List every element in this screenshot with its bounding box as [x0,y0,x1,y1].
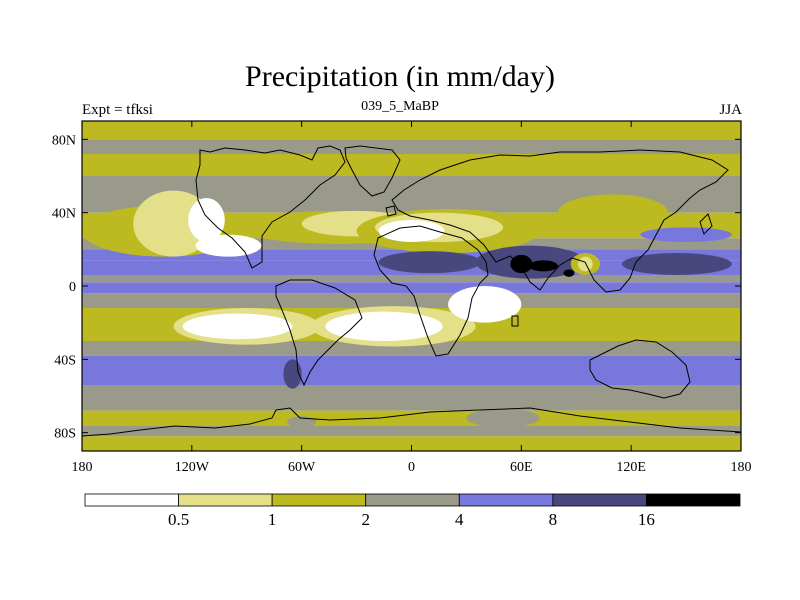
precip-band-1 [82,139,741,154]
colorbar: 0.5 1 2 4 8 16 [84,493,741,529]
colorbar-box-2 [271,493,367,507]
colorbar-label-2: 2 [361,510,370,529]
colorbar-label-3: 4 [455,510,464,529]
colorbar-label-1: 1 [268,510,277,529]
precip-band-10 [82,293,741,308]
precip-band-2 [82,154,741,176]
precip-region-22 [325,311,443,342]
precip-region-2 [188,198,225,242]
x-tick-label-5: 120E [616,460,646,475]
precip-region-23 [448,286,522,323]
experiment-label: Expt = tfksi [82,102,153,118]
coast-africa [373,225,489,357]
coast-antarctica [82,407,741,437]
coast-japan [699,213,713,235]
precip-region-16 [578,256,593,272]
colorbar-label-5: 16 [638,510,655,529]
map-fill-layer [82,121,741,451]
x-tick-label-6: 180 [731,460,752,475]
colorbar-box-4 [458,493,554,507]
precip-band-9 [82,282,741,294]
precip-region-8 [378,220,445,242]
y-tick-label-4: 80S [54,427,76,442]
x-tick-label-0: 180 [72,460,93,475]
x-tick-label-3: 0 [408,460,415,475]
precip-band-15 [82,410,741,426]
colorbar-box-1 [178,493,273,507]
x-tick-label-4: 60E [510,460,533,475]
y-tick-label-1: 40N [52,207,76,222]
coast-madagascar [511,315,519,327]
colorbar-box-3 [365,493,460,507]
precip-region-24 [640,295,732,307]
period-label: 039_5_MaBP [361,99,439,114]
precip-region-12 [528,260,558,272]
precip-band-14 [82,385,741,411]
coast-north-america [195,145,346,269]
chart-title: Precipitation (in mm/day) [245,60,555,93]
precip-region-26 [466,408,540,428]
coast-south-america [275,279,363,387]
precip-region-20 [182,313,293,340]
precip-band-16 [82,425,741,437]
colorbar-box-0 [84,493,179,507]
colorbar-box-5 [552,493,647,507]
precip-band-13 [82,355,741,385]
season-label: JJA [719,102,742,118]
precip-region-13 [563,269,575,277]
colorbar-label-4: 8 [549,510,558,529]
precip-band-0 [82,121,741,140]
coast-eurasia [391,149,729,293]
precip-region-9 [378,251,482,274]
y-tick-label-0: 80N [52,133,76,148]
x-tick-label-2: 60W [288,460,316,475]
coast-australia [589,339,691,399]
precip-region-17 [557,194,668,232]
precip-band-8 [82,275,741,283]
y-tick-label-3: 40S [54,353,76,368]
coast-greenland [344,145,401,197]
colorbar-box-6 [646,493,741,507]
colorbar-label-0: 0.5 [168,510,189,529]
precip-region-14 [622,253,732,275]
y-tick-label-2: 0 [69,280,76,295]
precip-region-5 [195,234,262,257]
coastline-layer [82,145,741,437]
x-tick-label-1: 120W [175,460,210,475]
axis-layer: 180 120W 60W 0 60E 120E 180 80N 40N 0 40S 80S [52,121,752,475]
precip-region-18 [640,227,732,243]
precip-band-17 [82,436,741,451]
precip-region-11 [510,254,533,274]
coast-british-isles [385,205,397,217]
